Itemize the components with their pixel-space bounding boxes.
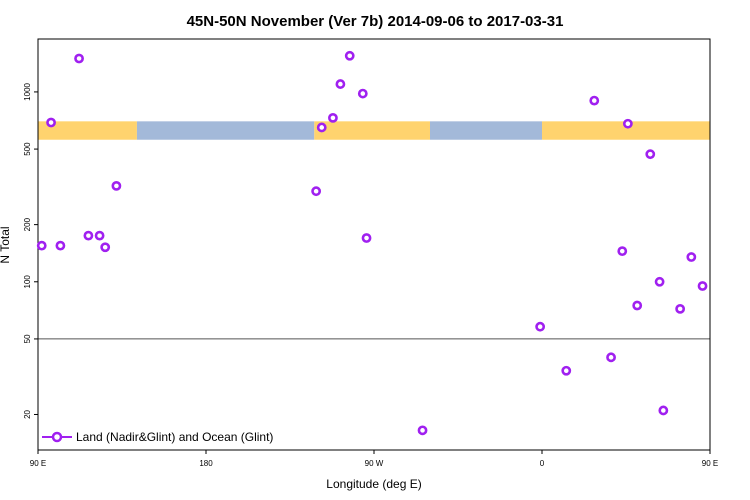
data-point (535, 321, 546, 332)
y-tick-label: 20 (23, 409, 32, 418)
plot-area (37, 38, 711, 451)
data-point (622, 118, 633, 129)
data-point (83, 230, 94, 241)
data-point (632, 300, 643, 311)
x-tick-label: 90 E (30, 459, 46, 468)
y-tick-label: 500 (23, 142, 32, 156)
legend-label: Land (Nadir&Glint) and Ocean (Glint) (76, 430, 273, 444)
band-segment-land (314, 121, 430, 140)
land-ocean-band (38, 121, 710, 140)
y-tick-label: 50 (23, 334, 32, 343)
data-point (606, 352, 616, 363)
x-axis-label: Longitude (deg E) (326, 477, 421, 491)
data-point (697, 281, 708, 291)
data-point (55, 240, 66, 251)
data-point (686, 252, 697, 262)
x-axis: 90 E 180 90 W 0 90 E (30, 450, 718, 468)
legend: Land (Nadir&Glint) and Ocean (Glint) (42, 430, 273, 444)
data-point (74, 53, 84, 64)
data-point (645, 149, 656, 160)
data-point (316, 122, 327, 133)
y-axis: 20 50 100 200 500 1000 (23, 82, 38, 419)
data-point (675, 303, 686, 314)
data-point (589, 95, 600, 106)
data-point (617, 246, 628, 257)
legend-marker (51, 431, 63, 443)
y-tick-label: 1000 (23, 82, 32, 100)
band-segment-ocean (136, 121, 315, 140)
y-tick-label: 200 (23, 217, 32, 231)
x-tick-label: 0 (540, 459, 545, 468)
data-points (36, 50, 708, 436)
data-point (335, 79, 346, 89)
x-tick-label: 90 W (365, 459, 384, 468)
data-point (357, 88, 368, 99)
band-segment-land (542, 121, 710, 140)
data-point (94, 230, 105, 241)
data-point (311, 186, 322, 197)
chart-title: 45N-50N November (Ver 7b) 2014-09-06 to … (187, 13, 564, 30)
data-point (36, 240, 47, 251)
data-point (344, 50, 355, 61)
data-point (100, 242, 111, 253)
data-point (361, 233, 372, 243)
band-segment-land (38, 121, 137, 140)
data-point (46, 117, 56, 128)
data-point (654, 276, 665, 287)
y-axis-label: N Total (0, 226, 12, 263)
data-point (417, 425, 428, 436)
x-tick-label: 90 E (702, 459, 718, 468)
data-point (328, 112, 338, 123)
y-tick-label: 100 (23, 275, 32, 289)
data-point (561, 365, 572, 376)
data-point (658, 405, 669, 416)
x-tick-label: 180 (199, 459, 213, 468)
band-segment-ocean (430, 121, 542, 140)
data-point (111, 180, 122, 191)
